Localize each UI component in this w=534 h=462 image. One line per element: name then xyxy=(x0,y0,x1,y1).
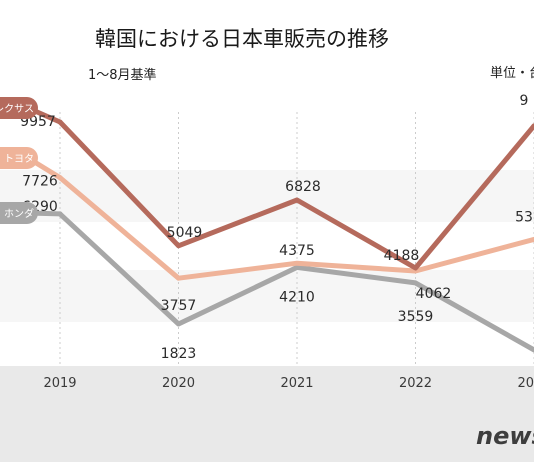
series-line-1 xyxy=(57,175,534,281)
unit-label: 単位・台 xyxy=(490,65,534,81)
legend: レクサストヨタホンダ xyxy=(0,97,38,224)
data-label: 9 xyxy=(520,93,529,109)
x-tick-label: 2020 xyxy=(162,376,195,391)
x-tick-label: 2023 xyxy=(517,376,534,391)
legend-label-0: レクサス xyxy=(0,103,34,115)
x-tick-label: 2019 xyxy=(43,376,76,391)
data-label: 7726 xyxy=(22,174,58,190)
series-line-2 xyxy=(57,211,534,353)
band-2 xyxy=(0,270,534,322)
legend-pill-2 xyxy=(0,202,38,224)
chart-subtitle: 1～8月基準 xyxy=(88,67,157,83)
data-labels: 9957504968284188977263757437540625362901… xyxy=(20,93,533,362)
footer-band xyxy=(0,366,534,462)
x-tick-label: 2022 xyxy=(399,376,432,391)
legend-label-2: ホンダ xyxy=(4,207,34,220)
data-label: 4210 xyxy=(279,289,315,305)
data-label: 4375 xyxy=(279,243,315,259)
data-label: 1823 xyxy=(161,346,197,362)
data-label: 53 xyxy=(515,209,533,225)
series-line-0 xyxy=(57,119,534,271)
data-label: 5049 xyxy=(167,225,203,241)
data-label: 4062 xyxy=(416,286,452,302)
legend-label-1: トヨタ xyxy=(4,153,34,165)
x-axis: 2019 2020 2021 2022 2023 xyxy=(43,376,534,391)
x-tick-label: 2021 xyxy=(280,376,313,391)
band-3 xyxy=(0,322,534,366)
chart-title: 韓国における日本車販売の推移 xyxy=(95,27,389,51)
data-label: 4188 xyxy=(384,248,420,264)
data-label: 3559 xyxy=(398,309,434,325)
legend-pill-1 xyxy=(0,147,38,169)
data-label: 3757 xyxy=(161,298,197,314)
legend-pill-0 xyxy=(0,97,38,119)
watermark-logo: news1 xyxy=(476,422,534,450)
data-label: 6828 xyxy=(285,179,321,195)
